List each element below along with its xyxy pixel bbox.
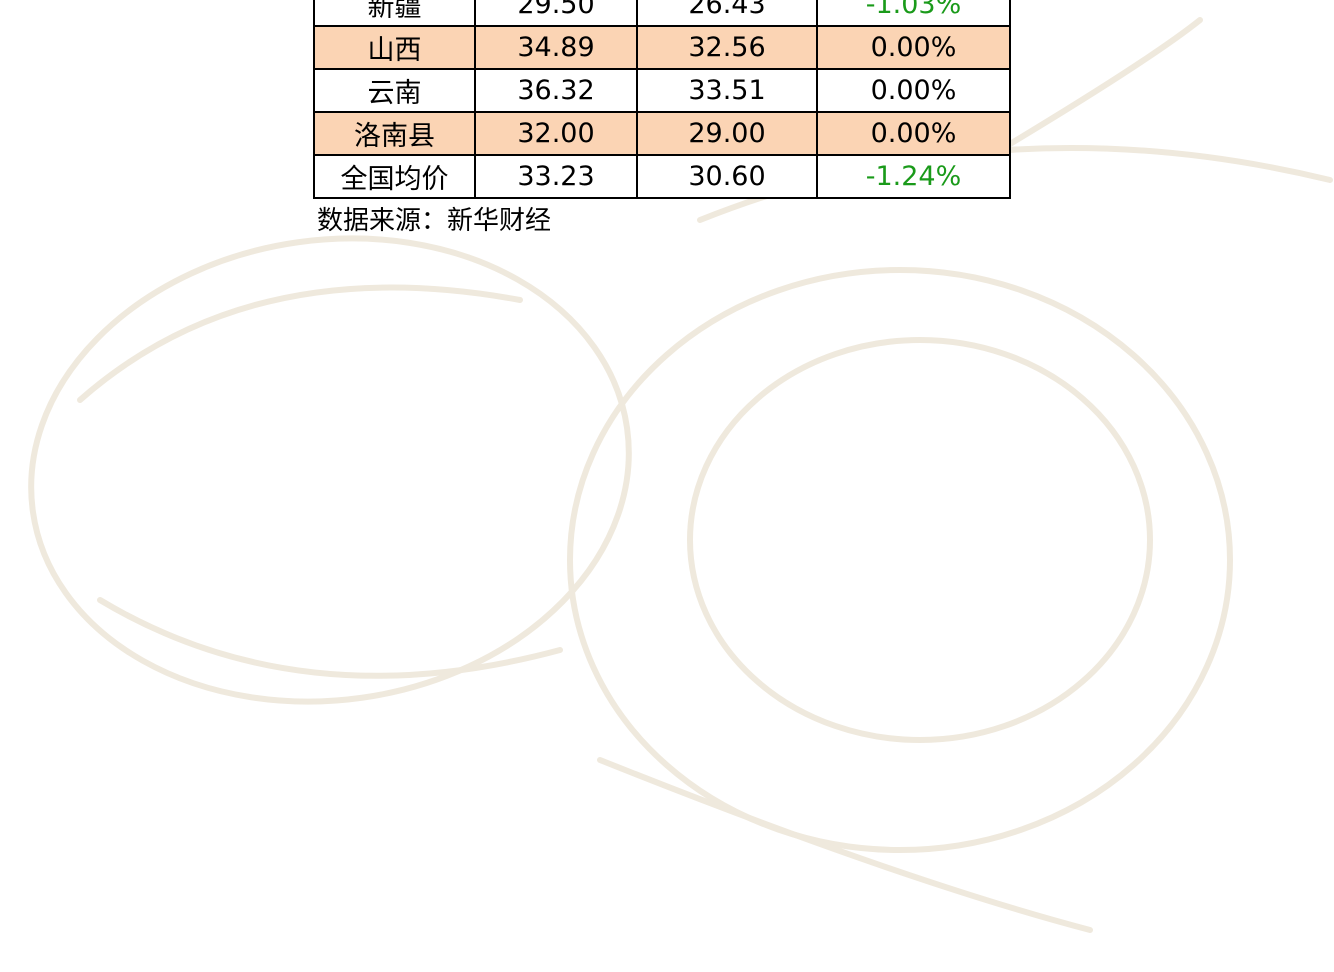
table-cell: 新疆 xyxy=(314,0,475,26)
table-cell: 36.32 xyxy=(475,69,637,112)
table-cell: 云南 xyxy=(314,69,475,112)
table-cell: 32.00 xyxy=(475,112,637,155)
table-cell: 30.60 xyxy=(637,155,817,198)
table-cell: -1.03% xyxy=(817,0,1010,26)
table-cell: 33.51 xyxy=(637,69,817,112)
table-cell: 26.43 xyxy=(637,0,817,26)
source-note: 数据来源：新华财经 xyxy=(317,200,551,237)
page: 新疆29.5026.43-1.03%山西34.8932.560.00%云南36.… xyxy=(0,0,1334,972)
table-cell: 29.00 xyxy=(637,112,817,155)
table-cell: 33.23 xyxy=(475,155,637,198)
table-cell: 34.89 xyxy=(475,26,637,69)
table-cell: 29.50 xyxy=(475,0,637,26)
table-cell: 洛南县 xyxy=(314,112,475,155)
table-cell: 0.00% xyxy=(817,69,1010,112)
table-cell: 全国均价 xyxy=(314,155,475,198)
table-cell: 0.00% xyxy=(817,112,1010,155)
table-cell: 山西 xyxy=(314,26,475,69)
table-cell: -1.24% xyxy=(817,155,1010,198)
table-cell: 0.00% xyxy=(817,26,1010,69)
table-cell: 32.56 xyxy=(637,26,817,69)
